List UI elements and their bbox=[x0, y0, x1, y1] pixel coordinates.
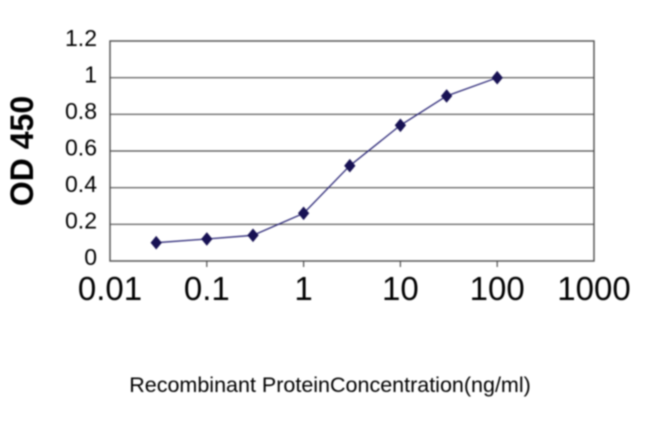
svg-text:1: 1 bbox=[294, 270, 312, 307]
svg-text:0.2: 0.2 bbox=[65, 208, 97, 234]
svg-text:1000: 1000 bbox=[557, 270, 630, 307]
svg-text:Recombinant ProteinConcentrati: Recombinant ProteinConcentration(ng/ml) bbox=[129, 373, 531, 397]
svg-text:1: 1 bbox=[84, 62, 97, 88]
svg-text:0.4: 0.4 bbox=[65, 171, 97, 197]
svg-text:10: 10 bbox=[382, 270, 419, 307]
svg-text:0.1: 0.1 bbox=[184, 270, 230, 307]
svg-text:0.8: 0.8 bbox=[65, 98, 97, 124]
svg-text:100: 100 bbox=[470, 270, 525, 307]
svg-text:0.01: 0.01 bbox=[78, 270, 142, 307]
svg-text:0.6: 0.6 bbox=[65, 135, 97, 161]
svg-text:0: 0 bbox=[84, 244, 97, 270]
svg-text:1.2: 1.2 bbox=[65, 25, 97, 51]
svg-text:OD 450: OD 450 bbox=[4, 96, 40, 206]
